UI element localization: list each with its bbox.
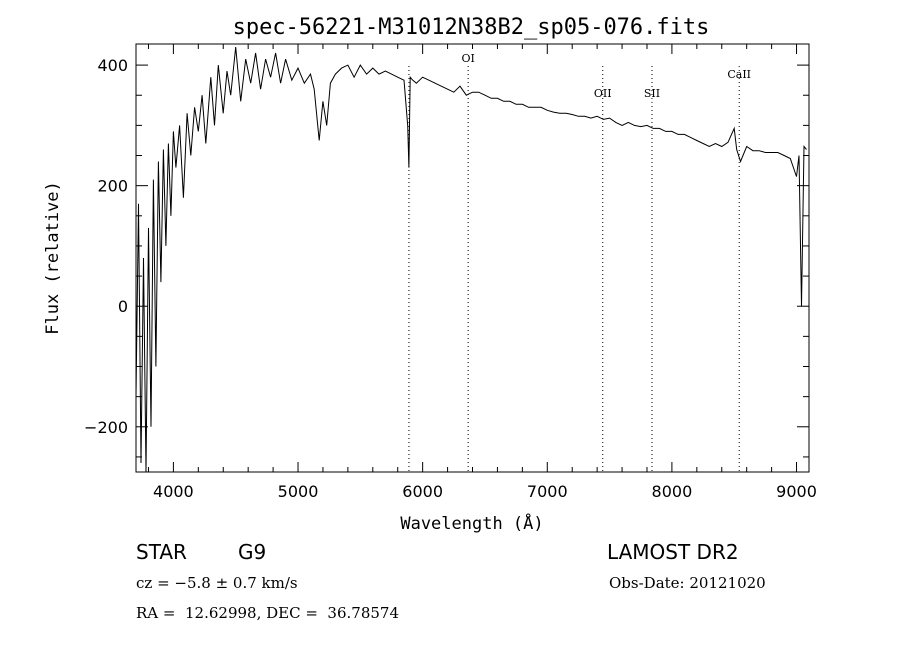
spectral-line-label: OI xyxy=(461,52,474,65)
x-tick-label: 6000 xyxy=(402,482,443,501)
subclass-label: G9 xyxy=(238,540,267,564)
survey-label: LAMOST DR2 xyxy=(607,540,739,564)
spectral-line-label: SII xyxy=(644,87,660,100)
y-tick-label: 0 xyxy=(118,297,128,316)
x-tick-label: 7000 xyxy=(527,482,568,501)
y-tick-label: −200 xyxy=(84,418,128,437)
plot-frame xyxy=(135,43,810,473)
spectral-line-label: CaII xyxy=(727,68,751,81)
chart-title: spec-56221-M31012N38B2_sp05-076.fits xyxy=(233,15,710,40)
redshift-label: cz = −5.8 ± 0.7 km/s xyxy=(136,574,298,592)
y-tick-label: 400 xyxy=(97,56,128,75)
x-axis-label: Wavelength (Å) xyxy=(400,512,543,534)
y-tick-label: 200 xyxy=(97,177,128,196)
x-tick-label: 8000 xyxy=(652,482,693,501)
spectral-lines-layer: OI OII SII CaII xyxy=(408,52,751,472)
obs-date-label: Obs-Date: 20121020 xyxy=(609,574,766,592)
class-label: STAR xyxy=(136,540,187,564)
x-tick-label: 5000 xyxy=(278,482,319,501)
y-axis-label: Flux (relative) xyxy=(43,181,63,335)
coordinates-label: RA = 12.62998, DEC = 36.78574 xyxy=(136,604,400,622)
x-tick-label: 4000 xyxy=(153,482,194,501)
axis-ticks-layer: 4000 5000 6000 7000 8000 9000 −200 0 200 400 xyxy=(84,44,817,501)
spectral-line-label: OII xyxy=(594,87,612,100)
x-tick-label: 9000 xyxy=(776,482,817,501)
series-line xyxy=(135,46,807,473)
